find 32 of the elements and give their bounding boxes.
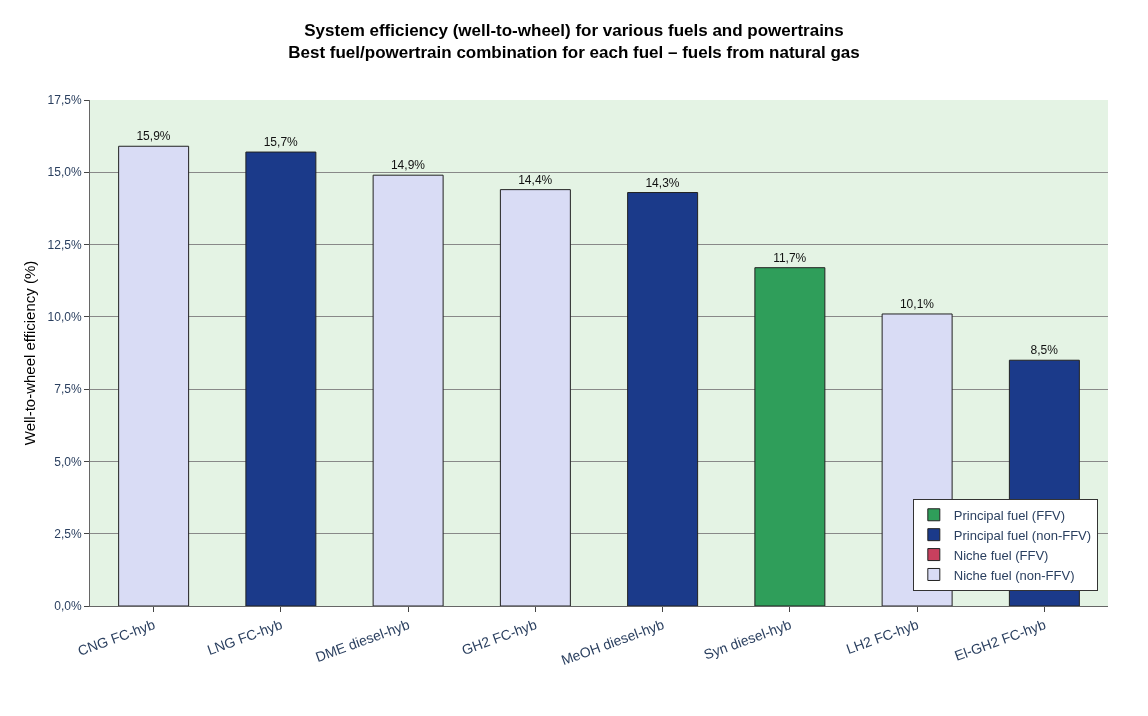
legend-label: Principal fuel (FFV) <box>953 507 1066 523</box>
data-label: 15,9% <box>136 129 171 144</box>
data-label: 15,7% <box>263 135 299 150</box>
y-tick-label: 10,0% <box>47 310 82 325</box>
y-tick-label: 2,5% <box>54 526 82 541</box>
x-tick-label: LNG FC-hyb <box>204 616 285 659</box>
bar <box>372 174 444 606</box>
data-label: 14,3% <box>645 175 680 190</box>
legend-label: Niche fuel (FFV) <box>953 547 1049 563</box>
data-label: 14,4% <box>518 172 553 187</box>
x-tick-label: LH2 FC-hyb <box>844 616 921 658</box>
legend-label: Principal fuel (non-FFV) <box>953 527 1092 543</box>
bar <box>245 151 317 606</box>
data-label: 8,5% <box>1030 343 1059 358</box>
x-tick-label: GH2 FC-hyb <box>459 616 539 659</box>
y-tick-label: 7,5% <box>54 382 82 397</box>
bar <box>499 189 571 606</box>
y-tick-label: 0,0% <box>54 599 82 614</box>
data-label: 14,9% <box>390 158 426 173</box>
x-tick-label: CNG FC-hyb <box>75 616 158 659</box>
bar <box>118 145 190 606</box>
bar <box>627 192 699 606</box>
legend-label: Niche fuel (non-FFV) <box>953 567 1075 583</box>
data-label: 10,1% <box>899 296 935 311</box>
bar <box>754 267 826 606</box>
y-tick-label: 17,5% <box>47 93 82 108</box>
y-tick-label: 15,0% <box>47 165 82 180</box>
chart-title: System efficiency (well-to-wheel) for various fuels and powertrains Best fuel/powertrain combination for each fuel – fuels from natural gas <box>288 20 860 62</box>
data-label: 11,7% <box>773 250 807 265</box>
y-tick-label: 5,0% <box>54 454 82 469</box>
y-axis-title: Well-to-wheel efficiency (%) <box>20 260 38 446</box>
y-tick-label: 12,5% <box>47 237 82 252</box>
